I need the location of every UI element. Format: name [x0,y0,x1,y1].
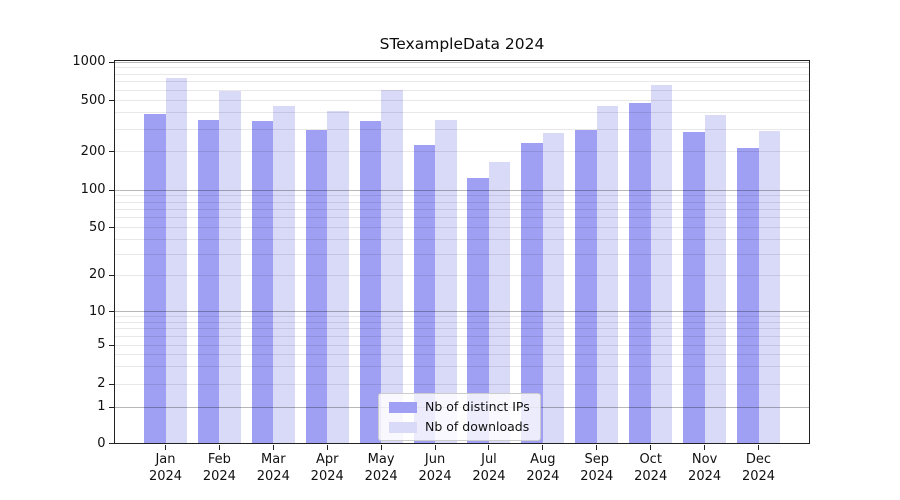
legend-swatch-distinct-ips [389,401,417,413]
bar-distinct-ips [683,131,705,444]
x-tick-label: Apr 2024 [310,452,344,484]
bar-downloads [165,77,187,444]
minor-gridline [114,67,810,69]
y-tick-label: 5 [97,337,106,352]
bar-downloads [219,91,241,444]
bar-downloads [758,130,780,444]
x-tick-label: Jan 2024 [148,452,183,484]
bar-distinct-ips [413,145,436,444]
y-tick [109,383,114,385]
x-tick [758,444,759,450]
x-tick [380,444,382,450]
bar-distinct-ips [144,114,166,444]
bar-distinct-ips [737,147,759,444]
bar-downloads [650,85,673,444]
bar-downloads [704,115,727,444]
bar-downloads [273,105,295,444]
x-tick-label: May 2024 [364,452,398,484]
y-tick-label: 0 [97,435,106,451]
legend: Nb of distinct IPs Nb of downloads [378,393,541,441]
y-tick-label: 20 [88,267,106,282]
x-tick-label: Aug 2024 [526,452,560,484]
bar-distinct-ips [521,142,543,444]
chart-title: STexampleData 2024 [379,35,545,53]
x-tick [218,444,220,450]
x-tick [650,444,652,450]
x-tick-label: Feb 2024 [202,452,236,484]
bar-downloads [488,162,511,444]
y-tick-label: 2 [97,376,106,392]
y-tick [109,344,114,346]
minor-gridline [114,73,810,75]
legend-item: Nb of distinct IPs [389,400,530,414]
bar-distinct-ips [467,177,489,444]
x-tick-label: Mar 2024 [256,452,290,484]
bar-distinct-ips [575,129,597,444]
y-tick-label: 500 [80,92,106,108]
x-tick [596,444,598,450]
bar-distinct-ips [251,121,274,444]
y-tick-label: 10 [88,303,106,319]
legend-label: Nb of downloads [425,419,530,434]
x-tick [272,444,274,450]
bar-distinct-ips [359,121,382,444]
y-tick [109,189,114,191]
y-tick [109,443,114,444]
x-tick [165,444,166,450]
x-tick [326,444,328,450]
x-tick [542,444,544,450]
y-tick-label: 1 [97,399,106,414]
y-tick [109,227,114,229]
x-tick-label: Jun 2024 [418,452,452,484]
y-tick [109,274,114,276]
legend-item: Nb of downloads [389,420,530,434]
y-tick [109,406,114,408]
y-tick [109,151,114,153]
bar-distinct-ips [197,119,220,444]
bar-downloads [327,110,349,444]
y-tick-label: 1000 [72,54,106,69]
x-tick [488,444,490,450]
y-tick [109,311,114,312]
legend-label: Nb of distinct IPs [425,399,530,414]
bar-downloads [542,132,565,444]
x-tick [704,444,706,450]
x-tick-label: Sep 2024 [580,452,614,484]
y-tick-label: 50 [88,219,106,235]
bar-downloads [435,120,457,444]
bar-downloads [596,105,619,444]
y-tick-label: 200 [80,143,106,159]
bar-distinct-ips [305,129,328,444]
x-tick-label: Nov 2024 [688,452,722,484]
x-tick-label: Oct 2024 [634,452,668,484]
bar-distinct-ips [629,103,651,444]
x-tick-label: Jul 2024 [472,452,506,484]
bar-downloads [381,89,403,444]
x-tick [434,444,436,450]
y-tick [109,61,114,63]
y-tick-label: 100 [80,182,106,197]
y-tick [109,100,114,101]
x-tick-label: Dec 2024 [741,452,776,484]
minor-gridline [114,81,810,83]
major-gridline [114,61,810,63]
legend-swatch-downloads [389,421,417,433]
